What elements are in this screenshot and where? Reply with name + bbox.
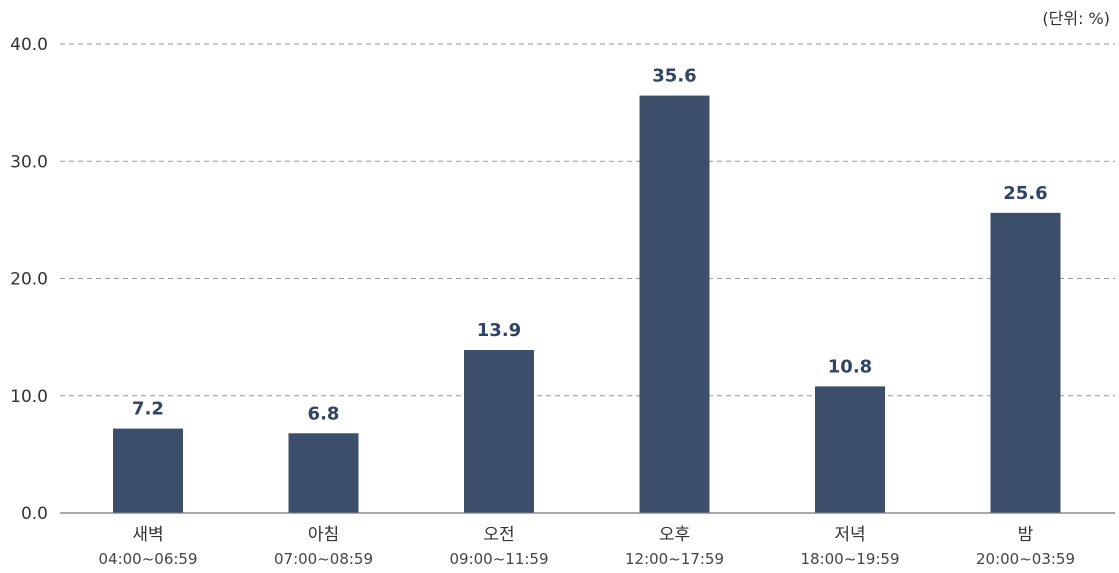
category-label: 오전 (483, 525, 514, 545)
unit-label: (단위: %) (1042, 9, 1110, 28)
bar-value-label: 35.6 (652, 66, 696, 87)
category-label: 밤 (1018, 525, 1034, 545)
x-axis-labels: 새벽 04:00~06:59 아침 07:00~08:59 오전 09:00~11:59 오… (98, 525, 1075, 568)
bar (113, 428, 183, 513)
bar (288, 433, 359, 513)
y-tick-label: 0.0 (21, 504, 48, 524)
category-time-range: 18:00~19:59 (800, 550, 899, 568)
bar-value-label: 6.8 (308, 403, 340, 424)
category-label: 오후 (659, 525, 690, 545)
category-time-range: 12:00~17:59 (625, 550, 724, 568)
bar (815, 386, 885, 513)
gridlines (60, 43, 1115, 397)
category-time-range: 07:00~08:59 (274, 550, 373, 568)
category-time-range: 20:00~03:59 (976, 550, 1075, 568)
category-time-range: 04:00~06:59 (98, 550, 197, 568)
category-time-range: 09:00~11:59 (449, 550, 548, 568)
category-label: 새벽 (132, 525, 163, 545)
y-tick-label: 40.0 (10, 35, 48, 55)
bar-value-label: 10.8 (828, 356, 872, 377)
bar-value-label: 25.6 (1003, 183, 1047, 204)
bar (464, 350, 534, 513)
category-label: 저녁 (834, 525, 865, 545)
y-tick-label: 10.0 (10, 387, 48, 407)
y-tick-label: 20.0 (10, 270, 48, 290)
bar (639, 95, 710, 513)
bars: 7.2 6.8 13.9 35.6 10.8 25.6 (113, 66, 1061, 513)
category-label: 아침 (308, 525, 339, 545)
y-tick-label: 30.0 (10, 152, 48, 172)
bar-value-label: 13.9 (477, 320, 521, 341)
bar (990, 212, 1061, 513)
y-axis-ticks: 0.0 10.0 20.0 30.0 40.0 (10, 35, 48, 524)
bar-value-label: 7.2 (132, 399, 164, 420)
